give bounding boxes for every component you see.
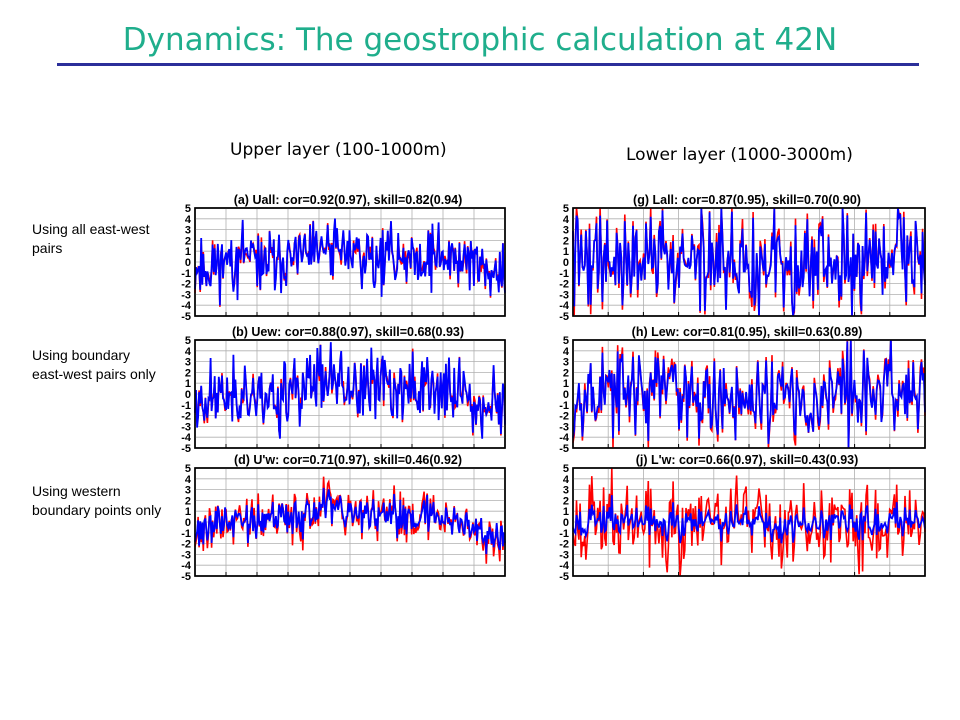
y-tick-label: 4 (563, 214, 570, 226)
column-header-upper: Upper layer (100-1000m) (230, 140, 447, 160)
y-tick-label: -4 (181, 432, 192, 444)
y-tick-label: 3 (563, 225, 569, 237)
panel-border (194, 207, 506, 317)
y-tick-label: -3 (181, 289, 191, 301)
geostrophic-series-line (194, 218, 506, 306)
y-tick-label: 3 (563, 485, 569, 497)
y-tick-label: -2 (559, 279, 569, 291)
y-tick-label: 0 (563, 257, 569, 269)
y-tick-label: -1 (559, 528, 569, 540)
y-tick-label: 3 (185, 485, 191, 497)
y-tick-label: -5 (181, 443, 191, 455)
y-tick-label: 3 (563, 357, 569, 369)
y-tick-label: -5 (559, 443, 569, 455)
y-tick-label: 2 (563, 495, 569, 507)
geostrophic-series-line (194, 342, 506, 439)
y-tick-label: 5 (563, 203, 569, 215)
y-tick-label: -5 (181, 311, 191, 323)
panel-border (572, 339, 926, 449)
y-tick-label: 2 (563, 367, 569, 379)
panel-border (194, 339, 506, 449)
panel-border (572, 467, 926, 577)
panel-title: (g) Lall: cor=0.87(0.95), skill=0.70(0.9… (633, 193, 861, 207)
y-tick-label: 0 (185, 517, 191, 529)
y-tick-label: -1 (181, 528, 191, 540)
y-tick-label: -4 (181, 300, 192, 312)
y-tick-label: -3 (181, 549, 191, 561)
y-tick-label: 4 (563, 346, 570, 358)
y-tick-label: -2 (559, 411, 569, 423)
column-header-lower: Lower layer (1000-3000m) (626, 145, 853, 165)
panel-border (572, 207, 926, 317)
y-tick-label: 1 (185, 246, 191, 258)
y-tick-label: -2 (181, 279, 191, 291)
panel-title: (h) Lew: cor=0.81(0.95), skill=0.63(0.89… (632, 325, 863, 339)
y-tick-label: 5 (185, 463, 191, 475)
geostrophic-series-line (572, 207, 926, 317)
slide-title: Dynamics: The geostrophic calculation at… (122, 22, 838, 58)
y-tick-label: 0 (563, 517, 569, 529)
geostrophic-series-line (572, 495, 926, 544)
y-tick-label: 5 (563, 335, 569, 347)
y-tick-label: 3 (185, 225, 191, 237)
y-tick-label: -1 (181, 268, 191, 280)
row-label-all-pairs: Using all east-west pairs (32, 221, 150, 256)
y-tick-label: 0 (185, 257, 191, 269)
row-label-boundary-pairs: Using boundary east-west pairs only (32, 347, 156, 382)
panel-title: (j) L'w: cor=0.66(0.97), skill=0.43(0.93… (636, 453, 859, 467)
y-tick-label: -3 (181, 421, 191, 433)
y-tick-label: 2 (185, 235, 191, 247)
y-tick-label: -4 (559, 560, 570, 572)
y-tick-label: 2 (185, 495, 191, 507)
y-tick-label: -2 (181, 411, 191, 423)
y-tick-label: -1 (181, 400, 191, 412)
panel-title: (b) Uew: cor=0.88(0.97), skill=0.68(0.93… (232, 325, 464, 339)
y-tick-label: -1 (559, 268, 569, 280)
y-tick-label: 1 (185, 506, 191, 518)
y-tick-label: -5 (559, 571, 569, 583)
row-label-western-boundary: Using western boundary points only (32, 483, 162, 518)
y-tick-label: -3 (559, 289, 569, 301)
y-tick-label: 1 (563, 378, 569, 390)
title-rule (57, 63, 919, 66)
y-tick-label: -3 (559, 421, 569, 433)
y-tick-label: 1 (563, 246, 569, 258)
y-tick-label: 5 (185, 335, 191, 347)
y-tick-label: -1 (559, 400, 569, 412)
y-tick-label: 3 (185, 357, 191, 369)
y-tick-label: -4 (559, 432, 570, 444)
y-tick-label: 0 (185, 389, 191, 401)
y-tick-label: 1 (563, 506, 569, 518)
y-tick-label: 2 (185, 367, 191, 379)
y-tick-label: -3 (559, 549, 569, 561)
y-tick-label: 1 (185, 378, 191, 390)
geostrophic-series-line (194, 487, 506, 555)
y-tick-label: -4 (559, 300, 570, 312)
geostrophic-series-line (572, 339, 926, 449)
y-tick-label: 0 (563, 389, 569, 401)
panel-border (194, 467, 506, 577)
y-tick-label: 2 (563, 235, 569, 247)
y-tick-label: -2 (559, 539, 569, 551)
y-tick-label: -4 (181, 560, 192, 572)
y-tick-label: 4 (185, 214, 192, 226)
y-tick-label: 5 (185, 203, 191, 215)
panel-title: (d) U'w: cor=0.71(0.97), skill=0.46(0.92… (234, 453, 462, 467)
panel-title: (a) Uall: cor=0.92(0.97), skill=0.82(0.9… (234, 193, 463, 207)
y-tick-label: -5 (181, 571, 191, 583)
observed-series-line (572, 467, 926, 577)
y-tick-label: -2 (181, 539, 191, 551)
y-tick-label: 4 (563, 474, 570, 486)
y-tick-label: 4 (185, 474, 192, 486)
y-tick-label: 5 (563, 463, 569, 475)
y-tick-label: -5 (559, 311, 569, 323)
y-tick-label: 4 (185, 346, 192, 358)
